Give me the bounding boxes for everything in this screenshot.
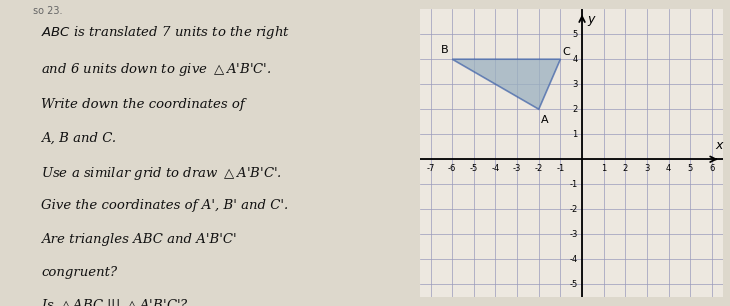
Text: 3: 3 [645, 164, 650, 173]
Text: congruent?: congruent? [41, 266, 118, 279]
Text: 2: 2 [623, 164, 628, 173]
Text: 5: 5 [572, 30, 577, 39]
Text: -3: -3 [569, 230, 577, 239]
Text: -7: -7 [426, 164, 435, 173]
Text: Write down the coordinates of: Write down the coordinates of [41, 98, 245, 111]
Text: -4: -4 [491, 164, 499, 173]
Text: -5: -5 [569, 280, 577, 289]
Text: -1: -1 [556, 164, 564, 173]
Text: -1: -1 [569, 180, 577, 189]
Text: so 23.: so 23. [34, 6, 63, 16]
Text: 4: 4 [572, 55, 577, 64]
Text: A, B and C.: A, B and C. [41, 132, 116, 144]
Text: $ABC$ is translated 7 units to the right: $ABC$ is translated 7 units to the right [41, 24, 291, 42]
Text: and 6 units down to give $\triangle$A'B'C'.: and 6 units down to give $\triangle$A'B'… [41, 61, 272, 78]
Text: 4: 4 [666, 164, 671, 173]
Text: A: A [541, 115, 548, 125]
Text: -2: -2 [534, 164, 543, 173]
Text: C: C [563, 47, 570, 57]
Text: -3: -3 [513, 164, 521, 173]
Text: -5: -5 [469, 164, 478, 173]
Text: 1: 1 [572, 130, 577, 139]
Text: y: y [588, 13, 595, 26]
Text: -6: -6 [448, 164, 456, 173]
Text: -4: -4 [569, 255, 577, 264]
Text: 1: 1 [601, 164, 607, 173]
Text: B: B [442, 46, 449, 55]
Text: Use a similar grid to draw $\triangle$A'B'C'.: Use a similar grid to draw $\triangle$A'… [41, 165, 282, 182]
Text: 2: 2 [572, 105, 577, 114]
Text: Is $\triangle$ABC ||| $\triangle$A'B'C'?: Is $\triangle$ABC ||| $\triangle$A'B'C'? [41, 297, 189, 306]
Text: 6: 6 [709, 164, 715, 173]
Text: Give the coordinates of A', B' and C'.: Give the coordinates of A', B' and C'. [41, 199, 288, 212]
Text: 5: 5 [688, 164, 693, 173]
Polygon shape [452, 59, 561, 109]
Text: x: x [716, 139, 723, 152]
Text: Are triangles ABC and A'B'C': Are triangles ABC and A'B'C' [41, 233, 237, 245]
Text: -2: -2 [569, 205, 577, 214]
Text: 3: 3 [572, 80, 577, 89]
